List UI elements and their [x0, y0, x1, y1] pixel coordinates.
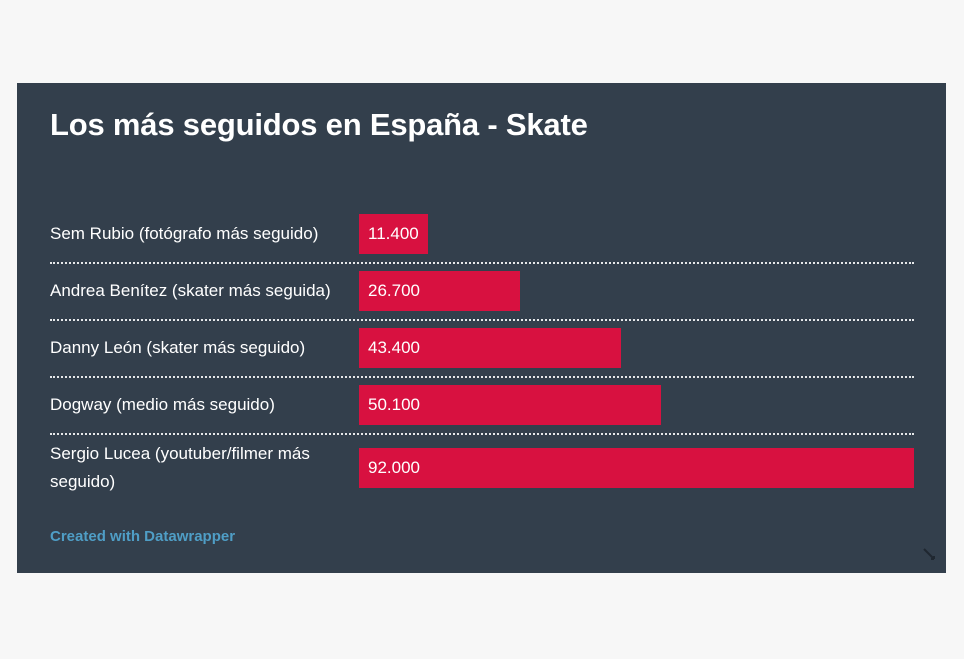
- bar: 92.000: [359, 448, 914, 488]
- row-separator: [50, 262, 914, 264]
- bar: 43.400: [359, 328, 621, 368]
- row-separator: [50, 433, 914, 435]
- category-label: Danny León (skater más seguido): [50, 338, 306, 357]
- bar-value-label: 43.400: [368, 338, 420, 357]
- row-separator: [50, 319, 914, 321]
- bar-value-label: 11.400: [368, 224, 419, 243]
- resize-handle-icon[interactable]: [922, 547, 936, 561]
- row-separator: [50, 376, 914, 378]
- bar-value-label: 92.000: [368, 458, 420, 477]
- category-label: Dogway (medio más seguido): [50, 395, 275, 414]
- chart-title: Los más seguidos en España - Skate: [50, 107, 588, 142]
- bar-value-label: 50.100: [368, 395, 420, 414]
- bar-value-label: 26.700: [368, 281, 420, 300]
- category-label: Sem Rubio (fotógrafo más seguido): [50, 224, 319, 243]
- bar: 26.700: [359, 271, 520, 311]
- bar: 50.100: [359, 385, 661, 425]
- category-label: Sergio Lucea (youtuber/filmer más seguid…: [50, 444, 310, 491]
- bar: 11.400: [359, 214, 428, 254]
- datawrapper-credit-link[interactable]: Created with Datawrapper: [50, 528, 236, 545]
- chart-card: Los más seguidos en España - Skate Sem R…: [17, 83, 946, 573]
- category-label: Andrea Benítez (skater más seguida): [50, 281, 331, 300]
